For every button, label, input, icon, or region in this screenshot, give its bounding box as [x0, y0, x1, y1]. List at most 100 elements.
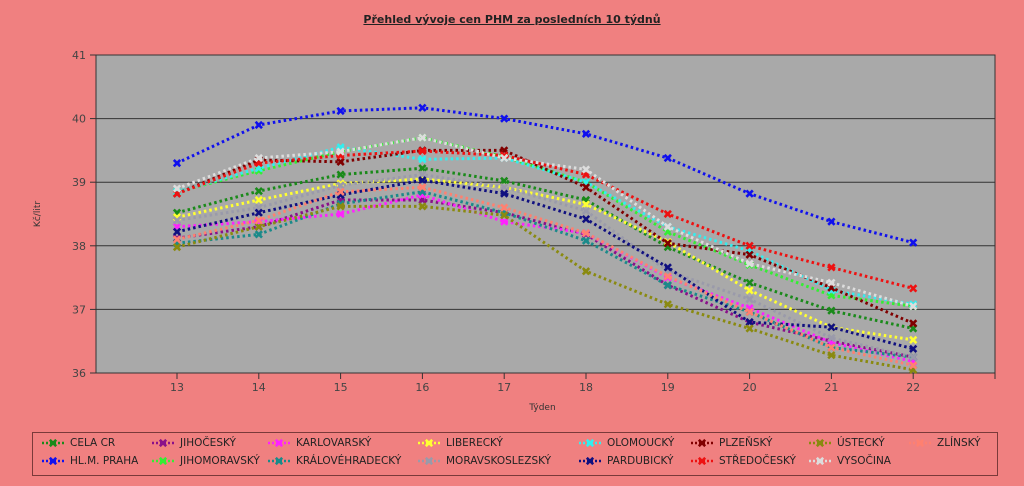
x-axis-title: Týden	[528, 403, 555, 413]
legend-label: HL.M. PRAHA	[70, 455, 139, 467]
legend-label: OLOMOUCKÝ	[607, 437, 675, 449]
legend-label: KARLOVARSKÝ	[296, 437, 372, 449]
y-tick-label: 41	[72, 49, 86, 62]
data-point	[827, 278, 836, 287]
data-point	[418, 183, 427, 192]
x-tick-label: 18	[579, 381, 593, 394]
data-point	[745, 241, 754, 250]
y-axis-title: Kč/litr	[32, 201, 43, 227]
series-line	[176, 166, 914, 330]
data-point	[336, 147, 345, 156]
x-tick-label: 15	[334, 381, 348, 394]
legend-swatch-icon	[579, 438, 601, 448]
legend-swatch-icon	[42, 438, 64, 448]
series-line	[176, 106, 914, 245]
data-point	[581, 267, 591, 276]
legend-label: STŘEDOČESKÝ	[719, 455, 796, 467]
y-axis: 36 37 38 39 40 41	[72, 49, 96, 380]
series-line	[176, 148, 914, 325]
data-point	[663, 281, 672, 290]
legend-item: PLZEŇSKÝ	[690, 437, 772, 449]
legend-marker-icon	[815, 456, 825, 466]
data-point	[254, 222, 263, 231]
gridlines	[96, 54, 995, 374]
y-tick-label: 37	[72, 303, 86, 316]
legend-label: ZLÍNSKÝ	[937, 437, 981, 449]
data-point	[663, 272, 672, 281]
legend-label: PARDUBICKÝ	[607, 455, 674, 467]
y-tick-label: 38	[72, 240, 86, 253]
x-tick-label: 21	[824, 381, 838, 394]
x-tick-label: 17	[497, 381, 511, 394]
series-line	[176, 190, 914, 359]
data-point	[418, 146, 427, 156]
data-point	[909, 284, 918, 293]
data-point	[254, 186, 263, 196]
data-point	[663, 300, 672, 309]
data-point	[745, 318, 754, 327]
data-point	[909, 352, 918, 362]
legend-swatch-icon	[268, 438, 290, 448]
legend: CELA CR HL.M. PRAHA JIHOČESKÝ JIHOMORAVSKÝ K…	[32, 432, 998, 476]
data-point	[172, 216, 182, 225]
data-point	[827, 217, 836, 226]
series--steck-	[172, 202, 918, 374]
legend-label: JIHOČESKÝ	[180, 437, 236, 449]
data-point	[581, 183, 591, 192]
legend-marker-icon	[585, 438, 595, 448]
data-point	[909, 361, 918, 370]
series-line	[176, 177, 914, 342]
series-cela-cr	[172, 164, 918, 333]
data-point	[336, 187, 345, 196]
legend-marker-icon	[158, 456, 168, 466]
data-point	[418, 155, 427, 164]
data-point	[663, 239, 672, 248]
legend-swatch-icon	[579, 456, 601, 466]
legend-marker-icon	[815, 438, 825, 448]
data-point	[909, 335, 918, 345]
legend-item: KRÁLOVÉHRADECKÝ	[267, 455, 401, 467]
data-point	[500, 176, 509, 186]
data-point	[827, 351, 836, 360]
legend-item: VYSOČINA	[808, 455, 891, 467]
legend-item: STŘEDOČESKÝ	[690, 455, 796, 467]
data-point	[581, 228, 591, 238]
data-point	[827, 306, 836, 315]
y-tick-label: 36	[72, 367, 86, 380]
series-pardubick-	[172, 176, 918, 353]
legend-swatch-icon	[809, 456, 831, 466]
legend-item: CELA CR	[41, 437, 115, 449]
data-point	[500, 153, 509, 163]
data-point	[581, 206, 591, 215]
legend-item: MORAVSKOSLEZSKÝ	[417, 455, 551, 467]
x-tick-label: 13	[170, 381, 184, 394]
legend-marker-icon	[48, 438, 58, 448]
series-line	[176, 173, 914, 359]
series-line	[176, 185, 914, 367]
legend-item: JIHOMORAVSKÝ	[151, 455, 260, 467]
data-point	[909, 302, 918, 311]
x-tick-label: 19	[661, 381, 675, 394]
legend-item: ÚSTECKÝ	[808, 437, 885, 449]
plot-area	[95, 54, 996, 374]
data-point	[745, 189, 754, 198]
legend-label: LIBERECKÝ	[446, 437, 503, 449]
data-point	[745, 259, 754, 268]
data-point	[909, 319, 918, 328]
data-point	[254, 208, 263, 217]
data-point	[500, 217, 509, 226]
data-point	[745, 250, 754, 259]
series-line	[176, 198, 914, 359]
data-point	[336, 157, 345, 166]
y-tick-label: 39	[72, 176, 86, 189]
data-point	[254, 216, 263, 225]
legend-marker-icon	[48, 456, 58, 466]
data-point	[418, 103, 427, 112]
chart-title: Přehled vývoje cen PHM za posledních 10 …	[363, 13, 661, 26]
data-point	[172, 184, 182, 193]
data-point	[581, 165, 591, 174]
legend-swatch-icon	[691, 438, 713, 448]
legend-label: VYSOČINA	[837, 455, 891, 467]
data-point	[663, 222, 672, 231]
data-point	[500, 203, 509, 212]
